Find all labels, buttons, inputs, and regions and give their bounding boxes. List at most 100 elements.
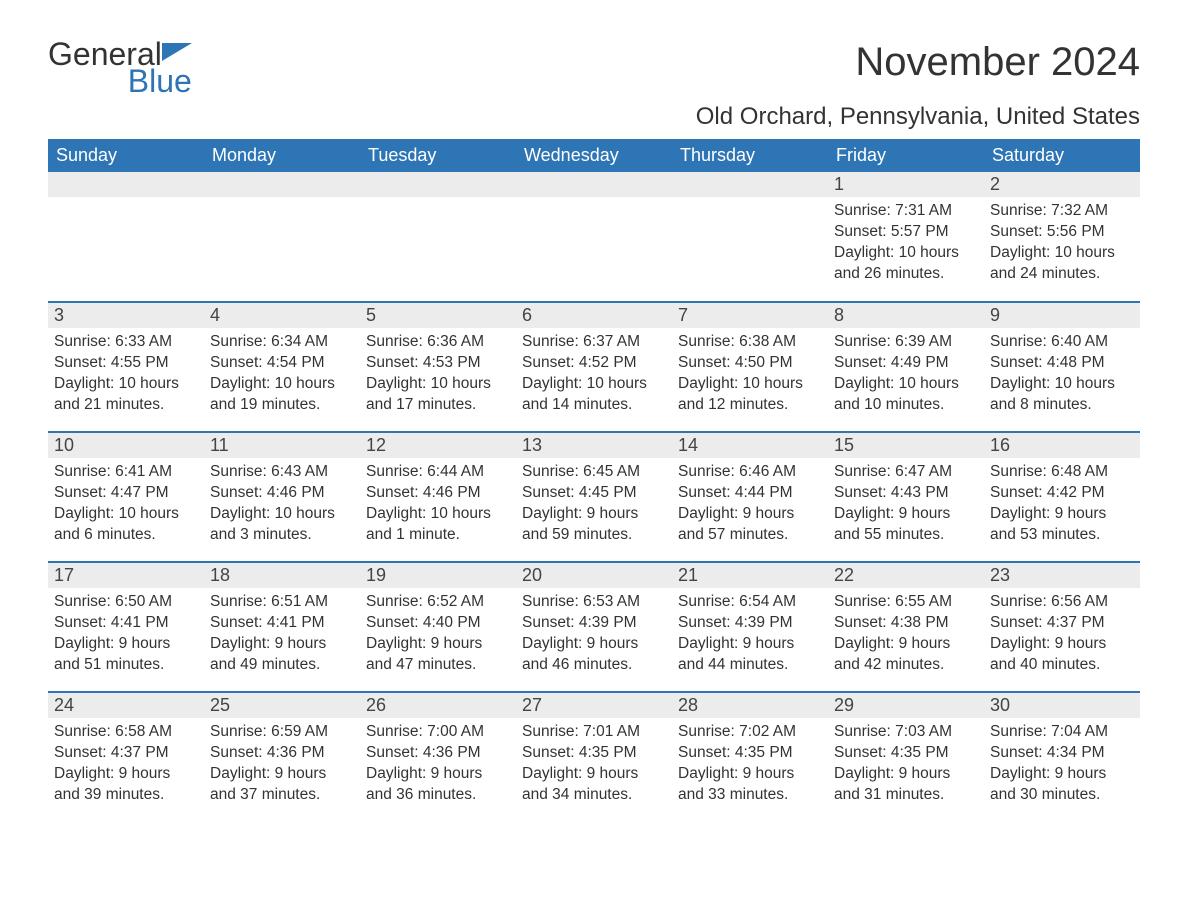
day-number: 19	[360, 563, 516, 588]
daylight-text: Daylight: 9 hours and 31 minutes.	[834, 764, 978, 806]
sunrise-text: Sunrise: 6:43 AM	[210, 462, 354, 483]
day-details: Sunrise: 7:01 AMSunset: 4:35 PMDaylight:…	[516, 718, 672, 814]
day-number: 7	[672, 303, 828, 328]
sunrise-text: Sunrise: 6:40 AM	[990, 332, 1134, 353]
day-header: Sunday	[48, 139, 204, 172]
sunrise-text: Sunrise: 6:54 AM	[678, 592, 822, 613]
sunset-text: Sunset: 4:43 PM	[834, 483, 978, 504]
day-details: Sunrise: 6:46 AMSunset: 4:44 PMDaylight:…	[672, 458, 828, 554]
day-details: Sunrise: 6:43 AMSunset: 4:46 PMDaylight:…	[204, 458, 360, 554]
day-number: 16	[984, 433, 1140, 458]
day-number: 3	[48, 303, 204, 328]
day-number: 29	[828, 693, 984, 718]
sunset-text: Sunset: 4:54 PM	[210, 353, 354, 374]
daylight-text: Daylight: 10 hours and 12 minutes.	[678, 374, 822, 416]
calendar-day-cell: 10Sunrise: 6:41 AMSunset: 4:47 PMDayligh…	[48, 432, 204, 562]
sunrise-text: Sunrise: 6:55 AM	[834, 592, 978, 613]
day-details: Sunrise: 7:00 AMSunset: 4:36 PMDaylight:…	[360, 718, 516, 814]
calendar-day-cell: 8Sunrise: 6:39 AMSunset: 4:49 PMDaylight…	[828, 302, 984, 432]
calendar-week: 24Sunrise: 6:58 AMSunset: 4:37 PMDayligh…	[48, 692, 1140, 822]
sunset-text: Sunset: 4:36 PM	[210, 743, 354, 764]
day-number: 11	[204, 433, 360, 458]
day-details: Sunrise: 6:48 AMSunset: 4:42 PMDaylight:…	[984, 458, 1140, 554]
daylight-text: Daylight: 9 hours and 30 minutes.	[990, 764, 1134, 806]
daylight-text: Daylight: 10 hours and 19 minutes.	[210, 374, 354, 416]
sunset-text: Sunset: 5:56 PM	[990, 222, 1134, 243]
calendar-day-cell: 28Sunrise: 7:02 AMSunset: 4:35 PMDayligh…	[672, 692, 828, 822]
sunset-text: Sunset: 5:57 PM	[834, 222, 978, 243]
calendar-day-cell	[48, 172, 204, 302]
day-details: Sunrise: 6:54 AMSunset: 4:39 PMDaylight:…	[672, 588, 828, 684]
sunset-text: Sunset: 4:36 PM	[366, 743, 510, 764]
daylight-text: Daylight: 9 hours and 49 minutes.	[210, 634, 354, 676]
day-details: Sunrise: 6:38 AMSunset: 4:50 PMDaylight:…	[672, 328, 828, 424]
calendar-day-cell: 22Sunrise: 6:55 AMSunset: 4:38 PMDayligh…	[828, 562, 984, 692]
sunrise-text: Sunrise: 7:03 AM	[834, 722, 978, 743]
title-block: November 2024 Old Orchard, Pennsylvania,…	[696, 40, 1140, 131]
daylight-text: Daylight: 9 hours and 40 minutes.	[990, 634, 1134, 676]
sunrise-text: Sunrise: 7:04 AM	[990, 722, 1134, 743]
logo: General Blue	[48, 40, 192, 96]
calendar-day-cell: 5Sunrise: 6:36 AMSunset: 4:53 PMDaylight…	[360, 302, 516, 432]
day-details: Sunrise: 6:44 AMSunset: 4:46 PMDaylight:…	[360, 458, 516, 554]
calendar-day-cell: 23Sunrise: 6:56 AMSunset: 4:37 PMDayligh…	[984, 562, 1140, 692]
daylight-text: Daylight: 10 hours and 1 minute.	[366, 504, 510, 546]
daylight-text: Daylight: 9 hours and 37 minutes.	[210, 764, 354, 806]
day-number: 6	[516, 303, 672, 328]
daylight-text: Daylight: 10 hours and 24 minutes.	[990, 243, 1134, 285]
day-details: Sunrise: 6:36 AMSunset: 4:53 PMDaylight:…	[360, 328, 516, 424]
calendar-day-cell: 27Sunrise: 7:01 AMSunset: 4:35 PMDayligh…	[516, 692, 672, 822]
day-number: 20	[516, 563, 672, 588]
location-label: Old Orchard, Pennsylvania, United States	[696, 103, 1140, 131]
sunrise-text: Sunrise: 6:48 AM	[990, 462, 1134, 483]
day-header-row: Sunday Monday Tuesday Wednesday Thursday…	[48, 139, 1140, 172]
sunset-text: Sunset: 4:49 PM	[834, 353, 978, 374]
day-header: Saturday	[984, 139, 1140, 172]
calendar-day-cell: 14Sunrise: 6:46 AMSunset: 4:44 PMDayligh…	[672, 432, 828, 562]
day-details: Sunrise: 6:58 AMSunset: 4:37 PMDaylight:…	[48, 718, 204, 814]
sunrise-text: Sunrise: 6:36 AM	[366, 332, 510, 353]
daylight-text: Daylight: 9 hours and 55 minutes.	[834, 504, 978, 546]
day-details: Sunrise: 7:31 AMSunset: 5:57 PMDaylight:…	[828, 197, 984, 293]
month-title: November 2024	[696, 40, 1140, 85]
daylight-text: Daylight: 10 hours and 3 minutes.	[210, 504, 354, 546]
day-number: 15	[828, 433, 984, 458]
day-number: 13	[516, 433, 672, 458]
calendar-week: 10Sunrise: 6:41 AMSunset: 4:47 PMDayligh…	[48, 432, 1140, 562]
day-header: Friday	[828, 139, 984, 172]
sunset-text: Sunset: 4:40 PM	[366, 613, 510, 634]
calendar-day-cell: 13Sunrise: 6:45 AMSunset: 4:45 PMDayligh…	[516, 432, 672, 562]
daylight-text: Daylight: 10 hours and 8 minutes.	[990, 374, 1134, 416]
day-number: 24	[48, 693, 204, 718]
calendar-day-cell: 4Sunrise: 6:34 AMSunset: 4:54 PMDaylight…	[204, 302, 360, 432]
sunrise-text: Sunrise: 6:46 AM	[678, 462, 822, 483]
day-number: 1	[828, 172, 984, 197]
day-details: Sunrise: 6:50 AMSunset: 4:41 PMDaylight:…	[48, 588, 204, 684]
sunrise-text: Sunrise: 7:32 AM	[990, 201, 1134, 222]
sunrise-text: Sunrise: 6:52 AM	[366, 592, 510, 613]
day-number: 17	[48, 563, 204, 588]
daylight-text: Daylight: 9 hours and 53 minutes.	[990, 504, 1134, 546]
day-header: Wednesday	[516, 139, 672, 172]
day-details: Sunrise: 7:03 AMSunset: 4:35 PMDaylight:…	[828, 718, 984, 814]
day-details: Sunrise: 6:45 AMSunset: 4:45 PMDaylight:…	[516, 458, 672, 554]
day-number: 12	[360, 433, 516, 458]
sunrise-text: Sunrise: 6:41 AM	[54, 462, 198, 483]
calendar-day-cell	[360, 172, 516, 302]
day-details: Sunrise: 6:52 AMSunset: 4:40 PMDaylight:…	[360, 588, 516, 684]
daylight-text: Daylight: 10 hours and 6 minutes.	[54, 504, 198, 546]
calendar-day-cell: 12Sunrise: 6:44 AMSunset: 4:46 PMDayligh…	[360, 432, 516, 562]
daylight-text: Daylight: 9 hours and 39 minutes.	[54, 764, 198, 806]
day-details: Sunrise: 6:56 AMSunset: 4:37 PMDaylight:…	[984, 588, 1140, 684]
sunrise-text: Sunrise: 6:37 AM	[522, 332, 666, 353]
daylight-text: Daylight: 9 hours and 36 minutes.	[366, 764, 510, 806]
sunset-text: Sunset: 4:46 PM	[366, 483, 510, 504]
day-header: Thursday	[672, 139, 828, 172]
sunrise-text: Sunrise: 6:45 AM	[522, 462, 666, 483]
day-details: Sunrise: 6:41 AMSunset: 4:47 PMDaylight:…	[48, 458, 204, 554]
daylight-text: Daylight: 10 hours and 26 minutes.	[834, 243, 978, 285]
calendar-day-cell: 18Sunrise: 6:51 AMSunset: 4:41 PMDayligh…	[204, 562, 360, 692]
daylight-text: Daylight: 10 hours and 10 minutes.	[834, 374, 978, 416]
calendar-day-cell: 26Sunrise: 7:00 AMSunset: 4:36 PMDayligh…	[360, 692, 516, 822]
sunrise-text: Sunrise: 6:33 AM	[54, 332, 198, 353]
